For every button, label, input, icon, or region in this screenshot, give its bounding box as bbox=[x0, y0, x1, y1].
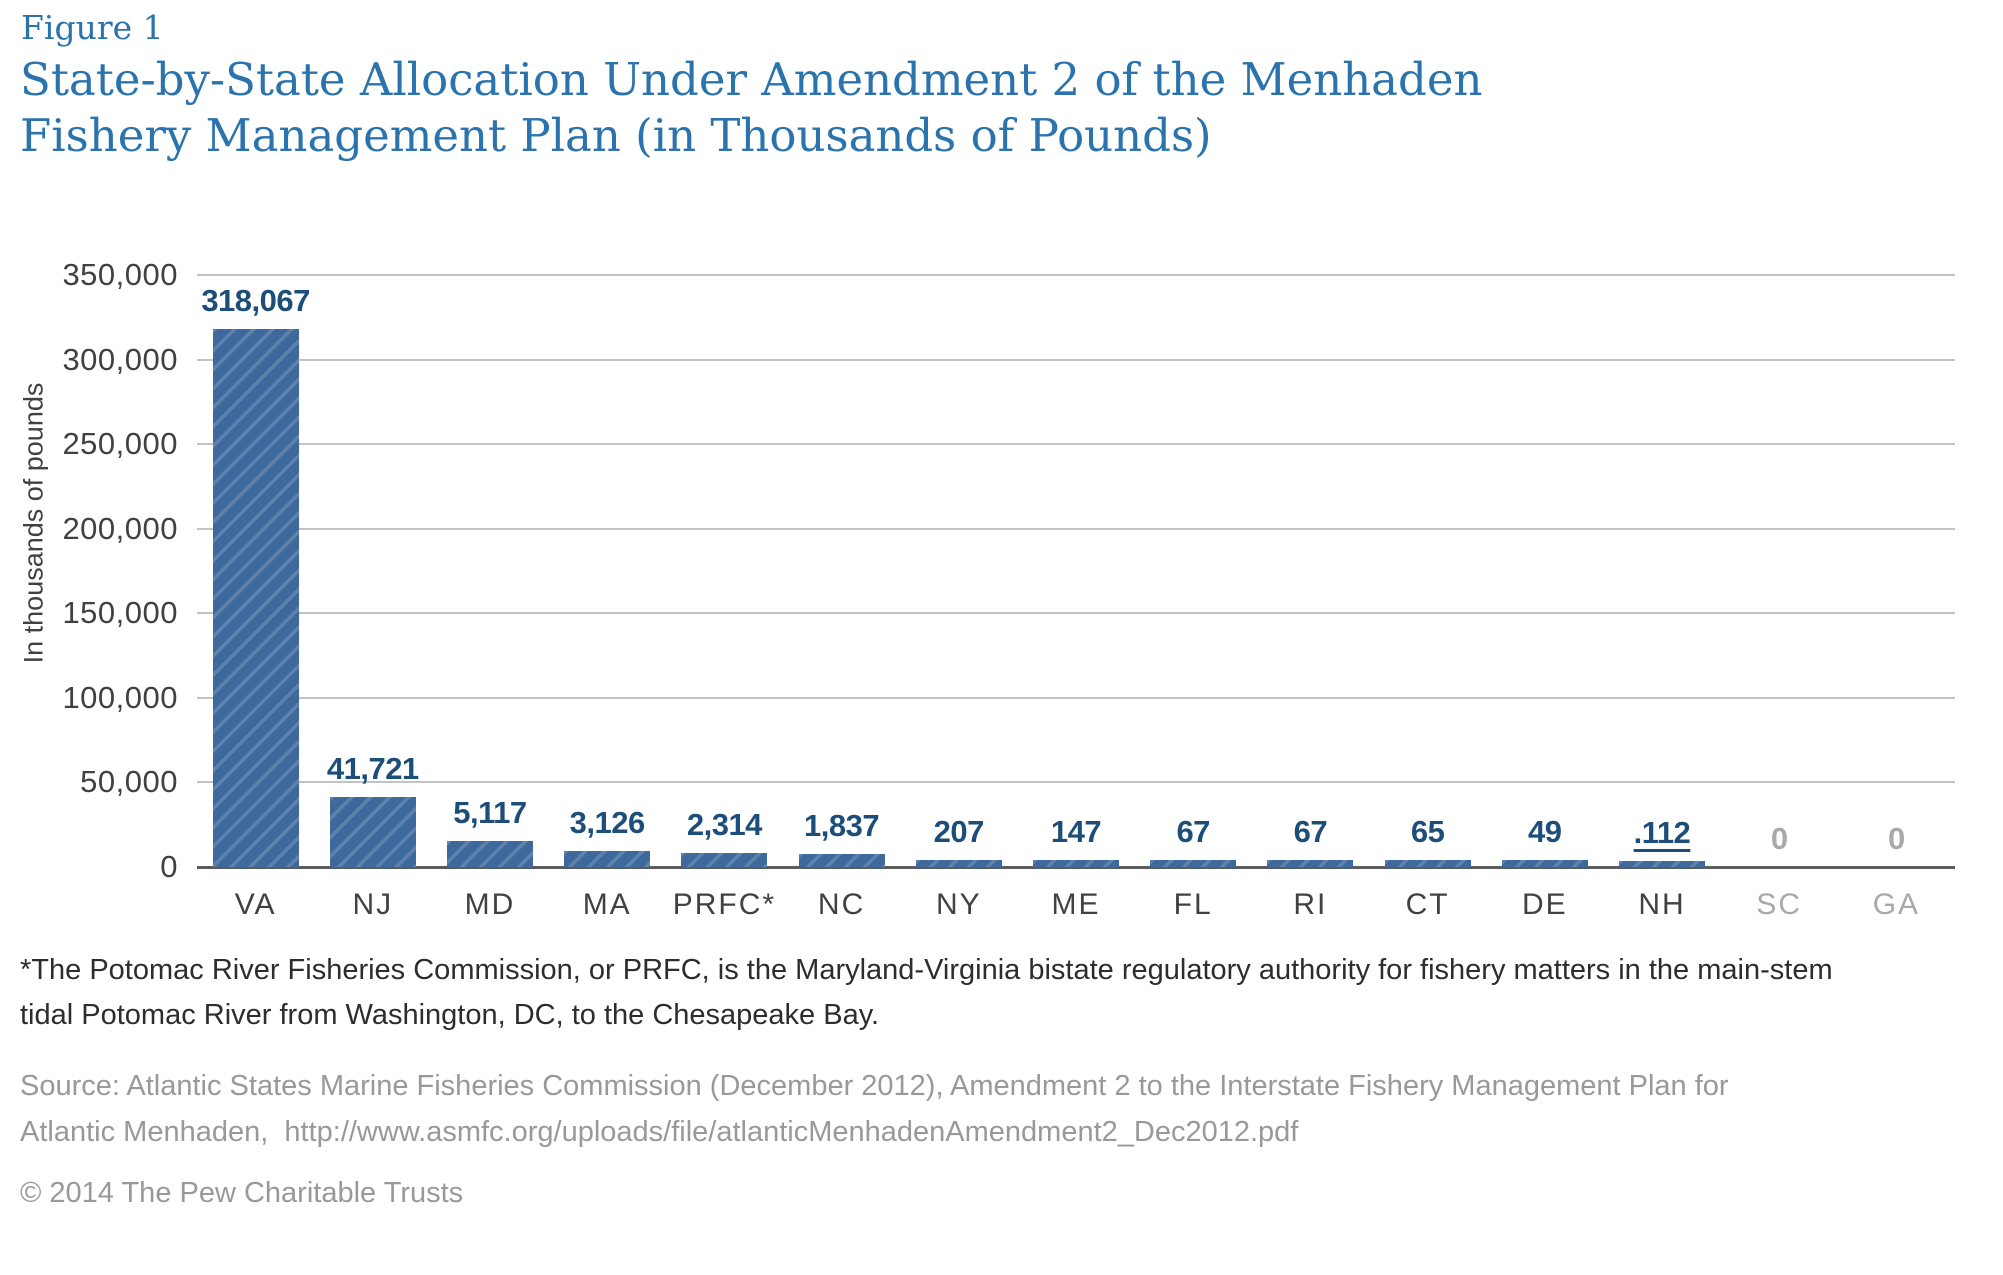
x-category-label: NJ bbox=[352, 888, 394, 921]
x-category-label: NY bbox=[935, 888, 982, 921]
gridline bbox=[197, 696, 1955, 699]
gridline bbox=[197, 358, 1955, 361]
bar-NC bbox=[798, 854, 885, 867]
bar-value-label: 41,721 bbox=[326, 751, 419, 786]
bar-chart: In thousands of pounds 350,000 300,000 250… bbox=[19, 257, 1955, 921]
x-category-label: MD bbox=[464, 888, 516, 921]
footnote-line1: *The Potomac River Fisheries Commission,… bbox=[20, 954, 1833, 986]
bar-value-label: 147 bbox=[1050, 814, 1102, 849]
bar-FL bbox=[1150, 860, 1237, 867]
bar-value-label: 67 bbox=[1176, 814, 1210, 849]
gridline bbox=[197, 612, 1955, 615]
x-category-label: PRFC* bbox=[672, 888, 777, 921]
bar-NH bbox=[1619, 861, 1705, 867]
bar-value-label: 3,126 bbox=[569, 805, 646, 840]
bar-MD bbox=[447, 841, 533, 867]
x-category-label: VA bbox=[234, 888, 277, 921]
gridline bbox=[197, 274, 1955, 276]
source-note: Source: Atlantic States Marine Fisheries… bbox=[20, 1063, 1729, 1155]
gridline bbox=[197, 443, 1955, 446]
x-category-label: CT bbox=[1405, 888, 1450, 921]
copyright-note: © 2014 The Pew Charitable Trusts bbox=[20, 1177, 464, 1209]
figure-title-line1: State-by-State Allocation Under Amendmen… bbox=[20, 53, 1483, 106]
footnote: *The Potomac River Fisheries Commission,… bbox=[20, 948, 1833, 1038]
source-line2: Atlantic Menhaden, http://www.asmfc.org/… bbox=[20, 1116, 1299, 1148]
gridline bbox=[197, 781, 1955, 784]
bar-CT bbox=[1384, 860, 1471, 867]
bar-value-label: 67 bbox=[1293, 814, 1328, 849]
bar-NY bbox=[915, 860, 1002, 867]
x-category-label: ME bbox=[1051, 888, 1101, 921]
bar-MA bbox=[564, 851, 651, 867]
x-category-label: FL bbox=[1173, 888, 1213, 921]
bar-value-text: .112 bbox=[1633, 815, 1691, 850]
x-category-label: NC bbox=[817, 888, 866, 921]
y-tick-label: 0 bbox=[160, 849, 178, 884]
y-tick-label: 150,000 bbox=[62, 595, 178, 631]
bar-value-label: 49 bbox=[1528, 814, 1562, 849]
bar-NJ bbox=[329, 797, 416, 867]
bar-value-label: 2,314 bbox=[686, 807, 763, 842]
x-category-label: NH bbox=[1638, 888, 1686, 921]
bar-value-label: 1,837 bbox=[804, 808, 880, 843]
bar-value-label: 65 bbox=[1410, 814, 1445, 849]
footnote-line2: tidal Potomac River from Washington, DC,… bbox=[20, 999, 880, 1031]
bar-value-label: 0 bbox=[1888, 821, 1905, 856]
bar-value-label: 0 bbox=[1770, 821, 1788, 856]
y-tick-label: 200,000 bbox=[62, 510, 178, 546]
bar-value-label: 318,067 bbox=[201, 283, 310, 318]
bar-DE bbox=[1501, 860, 1588, 867]
x-category-label: MA bbox=[582, 888, 632, 921]
x-category-label: SC bbox=[1756, 888, 1803, 921]
y-tick-label: 50,000 bbox=[80, 764, 178, 800]
bar-PRFC bbox=[681, 853, 768, 867]
bar-RI bbox=[1267, 860, 1354, 867]
y-tick-label: 300,000 bbox=[62, 341, 178, 377]
bar-value-label: 207 bbox=[933, 814, 985, 849]
bar-value-label: .112 bbox=[1578, 815, 1745, 851]
figure-label: Figure 1 bbox=[21, 8, 164, 47]
y-tick-label: 100,000 bbox=[62, 679, 178, 715]
source-line1: Source: Atlantic States Marine Fisheries… bbox=[20, 1070, 1729, 1102]
bar-ME bbox=[1033, 860, 1119, 867]
bar-value-label: 5,117 bbox=[453, 795, 527, 830]
x-category-label: DE bbox=[1521, 888, 1568, 921]
x-category-label: GA bbox=[1872, 888, 1921, 921]
x-axis-baseline bbox=[197, 866, 1955, 869]
y-tick-label: 250,000 bbox=[62, 426, 178, 462]
x-category-label: RI bbox=[1293, 888, 1328, 921]
gridline bbox=[197, 527, 1955, 530]
bar-VA bbox=[212, 329, 299, 867]
figure-title: State-by-State Allocation Under Amendmen… bbox=[20, 52, 1482, 164]
figure-title-line2: Fishery Management Plan (in Thousands of… bbox=[20, 109, 1212, 162]
y-tick-label: 350,000 bbox=[62, 257, 178, 292]
